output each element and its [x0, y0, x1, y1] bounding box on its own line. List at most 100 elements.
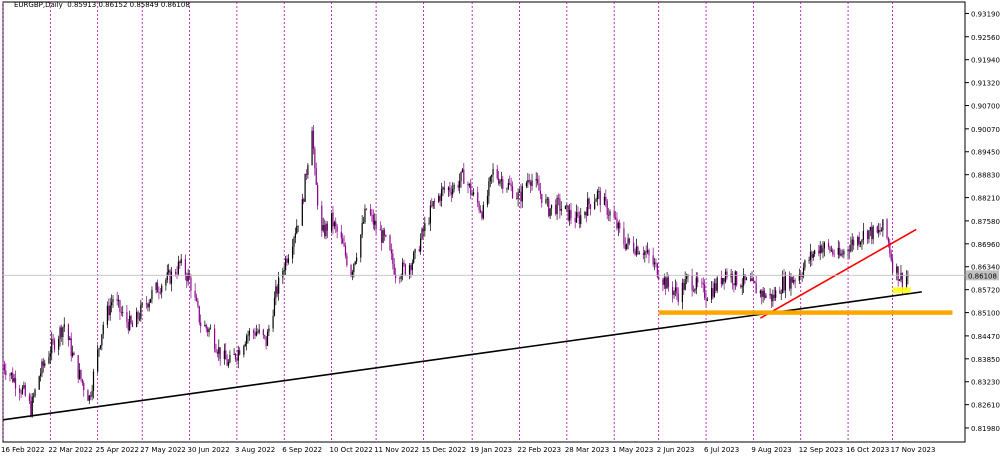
candle-body — [187, 273, 189, 282]
candle-body — [106, 305, 109, 325]
candle-body — [184, 258, 186, 276]
candle-body — [418, 249, 420, 252]
candle-body — [148, 302, 150, 308]
candle-body — [159, 292, 161, 294]
candle-body — [422, 228, 425, 232]
candle-body — [335, 222, 337, 227]
candle-body — [246, 336, 248, 344]
candle-body — [848, 249, 851, 252]
candle-body — [198, 306, 200, 323]
candle-body — [791, 277, 793, 283]
candle-body — [31, 396, 33, 416]
candle-body — [233, 353, 235, 356]
candle-body — [330, 212, 333, 231]
candle-body — [333, 222, 335, 227]
candle-body — [223, 350, 225, 359]
candle-body — [440, 189, 443, 201]
candle-body — [180, 258, 182, 264]
candle-body — [276, 286, 278, 294]
candle-body — [23, 385, 25, 388]
candle-body — [70, 338, 72, 356]
candle-body — [361, 222, 363, 235]
candle-body — [802, 267, 805, 277]
candle-body — [21, 387, 24, 394]
candle-body — [809, 251, 812, 261]
candle-body — [489, 176, 491, 182]
candle-body — [674, 287, 677, 292]
x-tick-label: 11 Nov 2022 — [374, 446, 419, 454]
candle-body — [467, 183, 469, 186]
candle-body — [869, 227, 871, 231]
candle-body — [900, 272, 902, 280]
candle-body — [498, 178, 500, 184]
y-tick-label: 0.86960 — [971, 241, 1000, 249]
candle-body — [53, 340, 56, 350]
candle-body — [383, 230, 386, 236]
candle-body — [293, 238, 295, 247]
candle-body — [237, 350, 239, 361]
candle-body — [733, 283, 735, 286]
candle-body — [841, 253, 844, 255]
candle-body — [712, 288, 714, 297]
candle-body — [901, 272, 903, 287]
candle-body — [585, 211, 587, 216]
candle-body — [443, 187, 445, 191]
candle-body — [438, 195, 440, 202]
candle-body — [511, 186, 514, 198]
candle-body — [390, 250, 393, 254]
candle-body — [667, 277, 670, 288]
x-tick-label: 10 Oct 2022 — [330, 446, 373, 454]
candle-body — [751, 278, 753, 281]
candle-body — [496, 169, 498, 179]
candle-body — [463, 169, 465, 184]
y-tick-label: 0.88830 — [971, 172, 1000, 180]
candle-body — [550, 204, 553, 209]
candle-body — [530, 181, 532, 186]
rising-trendline — [759, 228, 917, 319]
candle-body — [887, 238, 890, 243]
candle-body — [428, 223, 430, 224]
candle-body — [880, 230, 883, 232]
candle-body — [208, 328, 210, 333]
candle-body — [207, 328, 209, 333]
candle-body — [741, 285, 743, 288]
candle-body — [205, 324, 207, 329]
candle-body — [351, 272, 354, 277]
candle-body — [722, 278, 724, 285]
candle-body — [394, 274, 397, 279]
candle-body — [401, 262, 404, 277]
candle-body — [410, 265, 412, 271]
candle-body — [613, 211, 615, 218]
y-tick-label: 0.92560 — [971, 34, 1000, 42]
candle-body — [731, 273, 734, 284]
candle-body — [151, 290, 153, 300]
candle-body — [761, 290, 763, 297]
candle-body — [141, 303, 143, 305]
candle-body — [315, 168, 317, 185]
candle-body — [278, 277, 280, 294]
candle-body — [723, 278, 725, 282]
candle-body — [88, 395, 90, 401]
candle-body — [273, 297, 276, 316]
candle-body — [234, 353, 237, 360]
x-tick-label: 22 Feb 2023 — [518, 446, 562, 454]
candle-body — [536, 179, 539, 184]
candle-body — [907, 275, 909, 277]
candle-body — [372, 214, 374, 225]
candle-body — [344, 246, 347, 256]
candle-body — [531, 180, 533, 186]
candle-body — [186, 275, 188, 282]
candle-body — [140, 304, 142, 319]
candle-body — [420, 238, 422, 252]
candle-body — [155, 282, 157, 291]
candle-body — [257, 331, 259, 333]
candle-body — [138, 318, 141, 320]
y-tick-label: 0.87580 — [971, 218, 1000, 226]
candle-body — [584, 211, 586, 216]
candle-body — [662, 279, 664, 285]
candle-body — [375, 220, 377, 230]
candle-body — [49, 353, 51, 358]
candle-body — [752, 278, 754, 282]
